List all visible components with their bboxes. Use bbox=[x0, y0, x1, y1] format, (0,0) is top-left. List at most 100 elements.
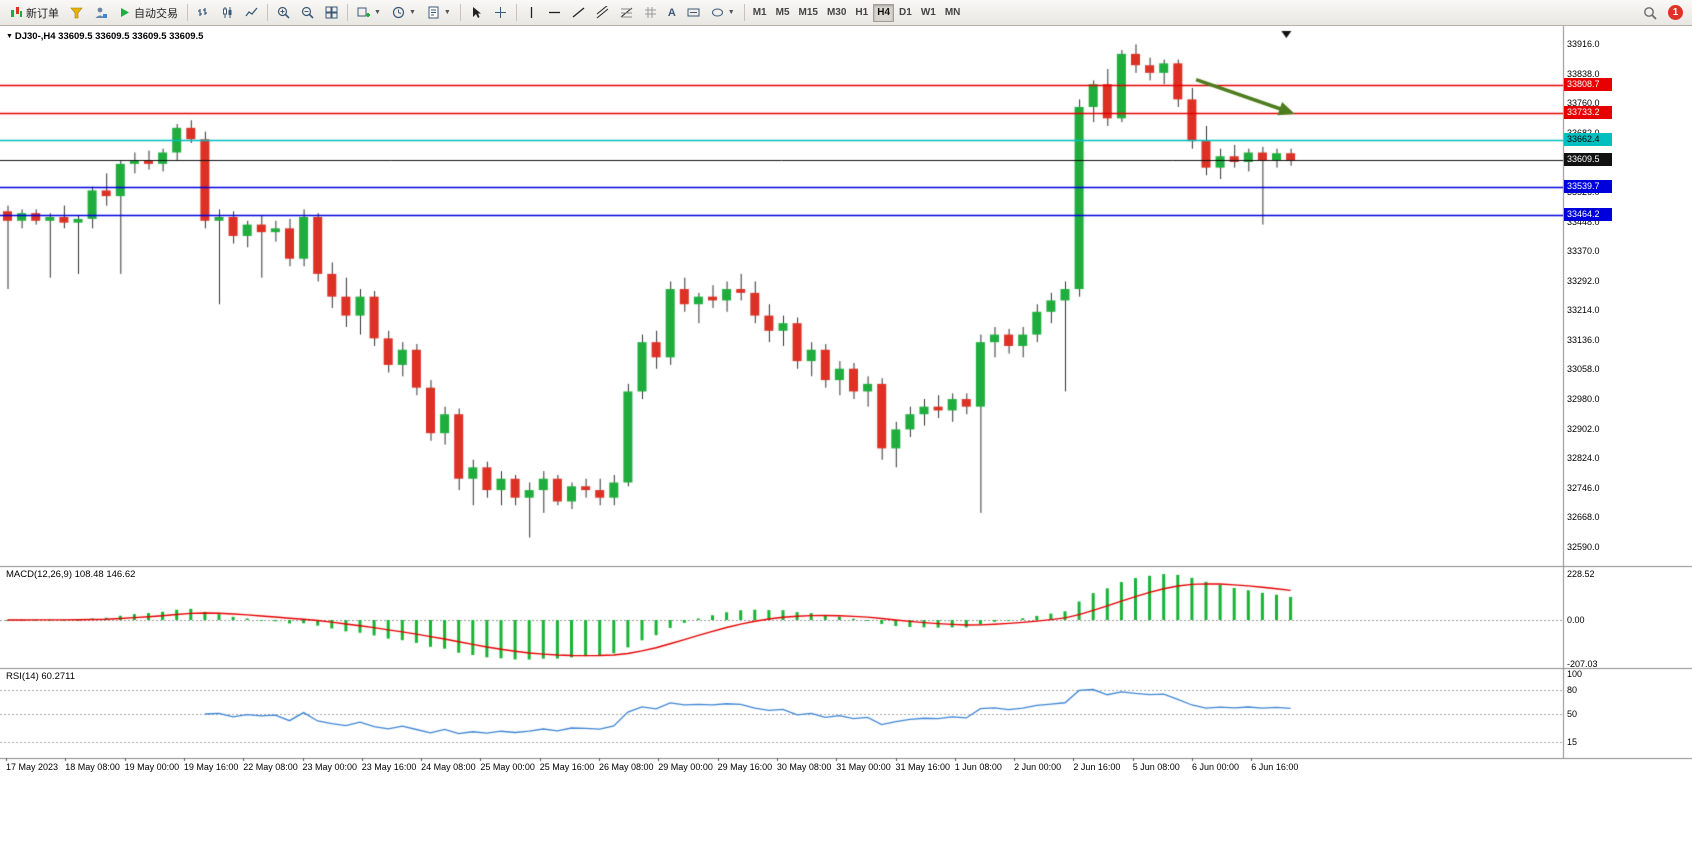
new-order-icon bbox=[11, 7, 22, 17]
zoom-in-icon bbox=[277, 6, 290, 19]
time-axis-label: 2 Jun 00:00 bbox=[1014, 762, 1062, 772]
new-order-label: 新订单 bbox=[26, 7, 59, 20]
line-chart-button[interactable] bbox=[240, 3, 263, 23]
crosshair-button[interactable] bbox=[489, 3, 512, 23]
add-indicator-icon bbox=[357, 7, 370, 17]
tf-button-d1[interactable]: D1 bbox=[895, 4, 916, 22]
horizontal-line-button[interactable] bbox=[543, 3, 566, 23]
vertical-line-icon bbox=[530, 7, 532, 18]
auto-trading-button[interactable]: 自动交易 bbox=[113, 3, 183, 23]
time-axis-label: 30 May 08:00 bbox=[776, 762, 832, 772]
price-tick: 32668.0 bbox=[1567, 512, 1600, 523]
rsi-scale-tick: 15 bbox=[1567, 737, 1578, 747]
dropdown-arrow-icon: ▼ bbox=[727, 9, 735, 16]
time-axis-label: 19 May 16:00 bbox=[183, 762, 239, 772]
timeframe-group: M1 M5 M15 M30 H1 H4 D1 W1 MN bbox=[749, 3, 965, 22]
candlestick-chart-icon bbox=[223, 7, 232, 18]
clock-icon bbox=[392, 6, 405, 19]
grid-tool-button[interactable] bbox=[639, 3, 662, 23]
auto-trading-icon bbox=[121, 8, 129, 17]
price-tick: 32590.0 bbox=[1567, 542, 1600, 552]
time-axis-label: 24 May 08:00 bbox=[421, 762, 476, 772]
channel-icon bbox=[596, 6, 609, 19]
tf-button-m30[interactable]: M30 bbox=[823, 4, 850, 22]
period-button[interactable]: ▼ bbox=[387, 3, 421, 23]
candlestick-chart-button[interactable] bbox=[216, 3, 239, 23]
time-axis-label: 17 May 2023 bbox=[6, 762, 59, 772]
rsi-label: RSI(14) 60.2711 bbox=[6, 671, 76, 682]
tf-button-m15[interactable]: M15 bbox=[795, 4, 822, 22]
time-axis-label: 23 May 16:00 bbox=[361, 762, 417, 772]
toolbar: 新订单 自动交易 ▼ ▼ ▼ bbox=[0, 0, 1692, 26]
add-indicator-button[interactable]: ▼ bbox=[352, 3, 386, 23]
zoom-out-button[interactable] bbox=[296, 3, 319, 23]
dropdown-arrow-icon: ▼ bbox=[374, 9, 381, 16]
strategy-tester-button[interactable] bbox=[89, 3, 112, 23]
price-tick: 32902.0 bbox=[1567, 423, 1600, 434]
zoom-in-button[interactable] bbox=[272, 3, 295, 23]
current-price-line-badge: 33609.5 bbox=[1564, 153, 1612, 167]
text-label-button[interactable] bbox=[682, 3, 705, 23]
price-tick: 32980.0 bbox=[1567, 394, 1600, 405]
time-axis-label: 1 Jun 08:00 bbox=[954, 762, 1002, 772]
shapes-button[interactable]: ▼ bbox=[706, 3, 740, 23]
tf-button-m5[interactable]: M5 bbox=[772, 4, 794, 22]
market-watch-button[interactable] bbox=[65, 3, 88, 23]
price-tick: 33448.0 bbox=[1567, 216, 1600, 227]
shapes-icon bbox=[711, 8, 723, 17]
tf-button-mn[interactable]: MN bbox=[941, 4, 965, 22]
text-tool-button[interactable]: A bbox=[663, 3, 681, 23]
toolbar-separator bbox=[743, 4, 745, 21]
time-axis-label: 19 May 00:00 bbox=[124, 762, 180, 772]
fibonacci-icon bbox=[620, 7, 633, 18]
cursor-button[interactable] bbox=[465, 3, 488, 23]
time-axis-label: 2 Jun 16:00 bbox=[1073, 762, 1121, 772]
price-tick: 33916.0 bbox=[1567, 39, 1600, 49]
new-order-button[interactable]: 新订单 bbox=[5, 3, 64, 23]
price-tick: 33838.0 bbox=[1567, 68, 1600, 79]
tile-windows-button[interactable] bbox=[320, 3, 343, 23]
crosshair-icon bbox=[494, 7, 506, 18]
line-chart-icon bbox=[245, 7, 258, 17]
time-axis-label: 23 May 00:00 bbox=[302, 762, 358, 772]
tf-button-w1[interactable]: W1 bbox=[917, 4, 940, 22]
time-axis-label: 31 May 16:00 bbox=[895, 762, 951, 772]
rsi-scale-tick: 50 bbox=[1567, 709, 1578, 719]
template-button[interactable]: ▼ bbox=[422, 3, 456, 23]
trendline-button[interactable] bbox=[567, 3, 590, 23]
time-axis-label: 25 May 16:00 bbox=[539, 762, 595, 772]
toolbar-separator bbox=[459, 4, 461, 21]
time-axis-label: 6 Jun 00:00 bbox=[1192, 762, 1240, 772]
symbol-header-text: DJ30-,H4 33609.5 33609.5 33609.5 33609.5 bbox=[14, 31, 204, 42]
search-button[interactable] bbox=[1638, 3, 1662, 23]
time-axis-label: 31 May 00:00 bbox=[836, 762, 891, 772]
tf-button-m1[interactable]: M1 bbox=[749, 4, 771, 22]
toolbar-separator bbox=[187, 4, 188, 21]
bar-chart-button[interactable] bbox=[192, 3, 215, 23]
horizontal-line-icon bbox=[548, 11, 560, 14]
price-tick: 33682.0 bbox=[1567, 128, 1600, 139]
trendline-icon bbox=[572, 7, 585, 18]
profile-icon bbox=[95, 7, 107, 18]
tf-button-h4[interactable]: H4 bbox=[873, 3, 895, 22]
toolbar-separator bbox=[347, 4, 348, 21]
symbol-dropdown-icon[interactable]: ▼ bbox=[6, 33, 15, 40]
fibonacci-button[interactable] bbox=[615, 3, 638, 23]
funnel-icon bbox=[70, 7, 83, 19]
channel-button[interactable] bbox=[591, 3, 614, 23]
time-axis-label: 5 Jun 08:00 bbox=[1132, 762, 1180, 772]
resistance-line-badge: 33808.7 bbox=[1564, 77, 1612, 91]
rsi-scale-tick: 100 bbox=[1567, 669, 1583, 679]
price-tick: 33136.0 bbox=[1567, 334, 1600, 345]
resistance-line-badge: 33733.2 bbox=[1564, 106, 1612, 120]
support-line-badge: 33539.7 bbox=[1564, 179, 1612, 193]
notification-badge[interactable]: 1 bbox=[1668, 5, 1683, 20]
cursor-icon bbox=[472, 7, 481, 18]
toolbar-right-group: 1 bbox=[1638, 3, 1687, 23]
time-axis-label: 18 May 08:00 bbox=[65, 762, 120, 772]
vertical-line-button[interactable] bbox=[521, 3, 542, 23]
tf-button-h1[interactable]: H1 bbox=[851, 4, 872, 22]
price-tick: 33370.0 bbox=[1567, 246, 1600, 257]
symbol-header: ▼ DJ30-,H4 33609.5 33609.5 33609.5 33609… bbox=[6, 31, 203, 42]
